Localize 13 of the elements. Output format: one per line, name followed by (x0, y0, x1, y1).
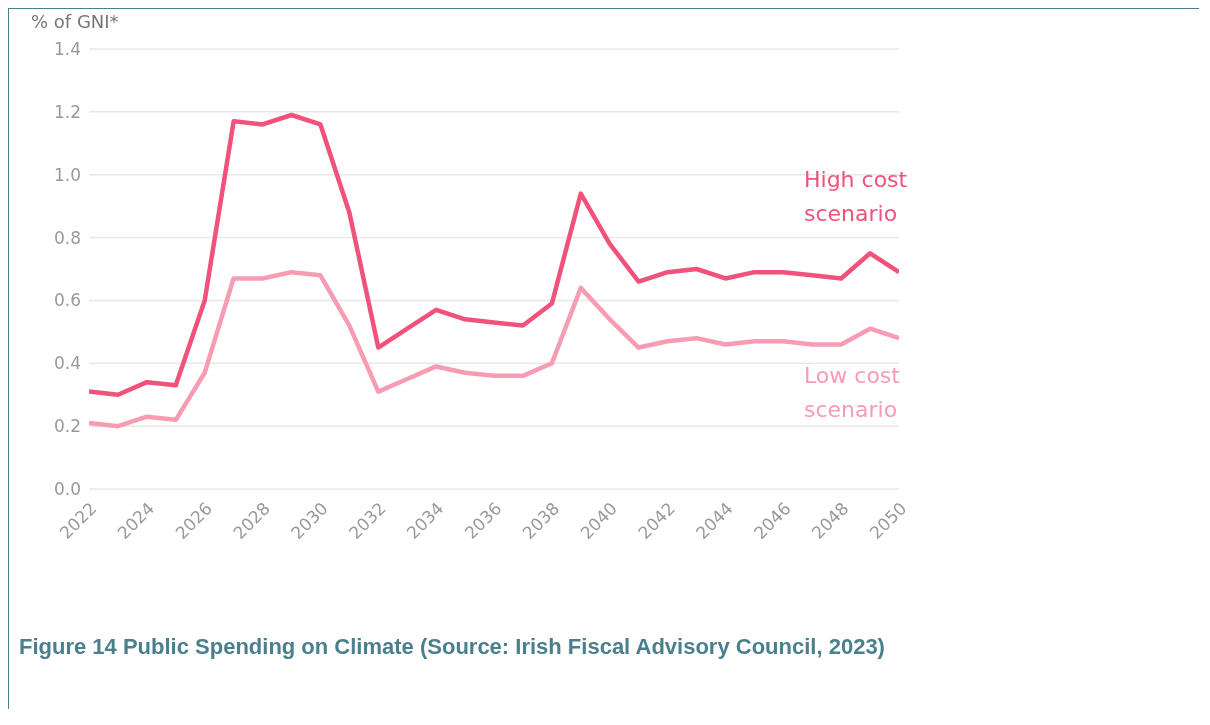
y-tick-label: 0.2 (53, 416, 81, 437)
line-series (89, 269, 899, 429)
y-tick-label: 1.2 (53, 101, 81, 122)
series-label: Low cost scenario (804, 363, 901, 423)
y-tick-label: 0.4 (53, 353, 81, 374)
y-tick-label: 1.4 (53, 39, 81, 60)
y-tick-label: 0.0 (53, 479, 81, 500)
y-axis-title: % of GNI* (31, 11, 119, 32)
text: Figure 14 Public Spending on Climate (Source: Irish Fiscal Advisory Council, 2023) (19, 634, 885, 660)
y-tick-label: 1.0 (53, 164, 81, 185)
y-tick-label: 0.8 (53, 227, 81, 248)
series-label: High cost scenario (804, 167, 908, 227)
y-tick-label: 0.6 (53, 290, 81, 311)
